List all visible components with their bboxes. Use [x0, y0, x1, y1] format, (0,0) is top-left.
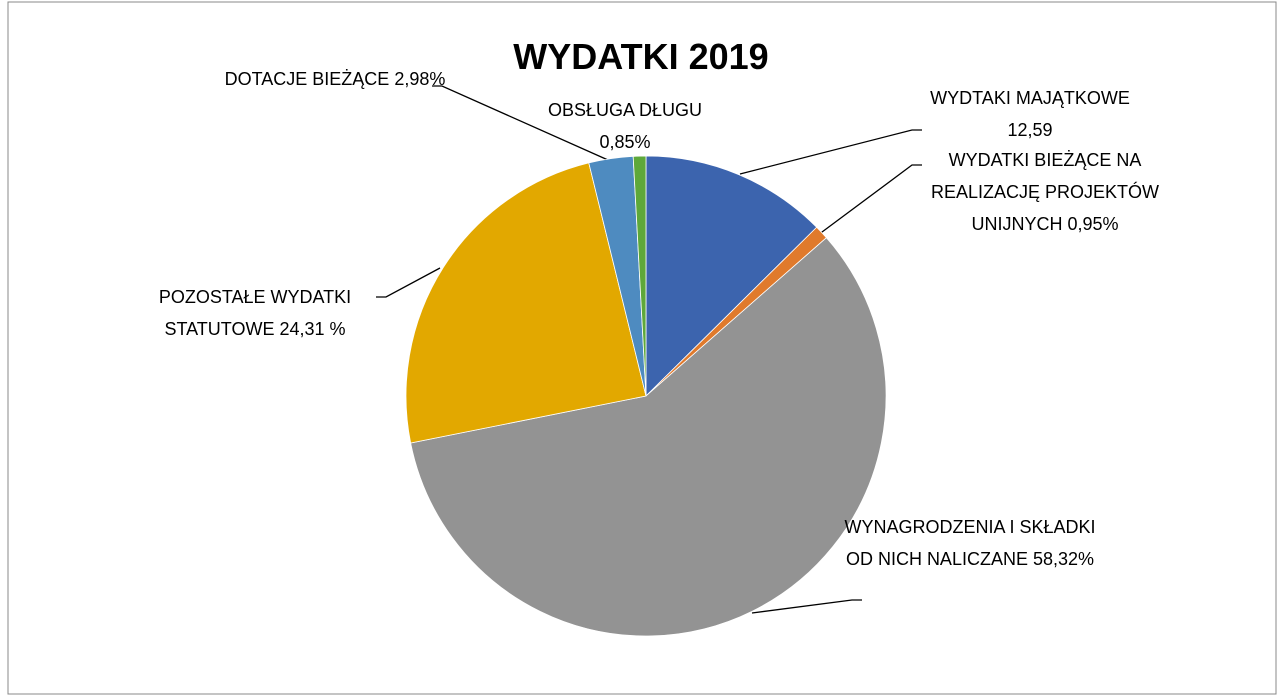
- pie-slice: [405, 162, 647, 444]
- value-label: 2,98%: [394, 69, 446, 89]
- slice-label: OBSŁUGA DŁUGU 0,85%: [535, 94, 715, 158]
- category-label: POZOSTAŁE WYDATKI STATUTOWE: [158, 287, 352, 339]
- value-label: 12,59: [1007, 120, 1053, 140]
- value-label: 0,85%: [599, 132, 651, 152]
- leader-line: [376, 267, 441, 298]
- leader-line: [751, 599, 862, 614]
- slice-label: WYDTAKI MAJĄTKOWE 12,59: [915, 82, 1145, 146]
- pie-slice: [645, 155, 818, 397]
- slice-label: DOTACJE BIEŻĄCE 2,98%: [215, 63, 455, 95]
- category-label: WYDATKI BIEŻĄCE NA REALIZACJĘ PROJEKTÓW …: [930, 150, 1160, 234]
- leader-line: [817, 164, 922, 236]
- value-label: 24,31 %: [279, 319, 346, 339]
- category-label: WYNAGRODZENIA I SKŁADKI OD NICH NALICZAN…: [844, 517, 1096, 569]
- chart-title: WYDATKI 2019: [513, 36, 769, 77]
- slice-label: WYNAGRODZENIA I SKŁADKI OD NICH NALICZAN…: [840, 511, 1100, 575]
- pie-slice: [632, 155, 647, 397]
- slice-label: WYDATKI BIEŻĄCE NA REALIZACJĘ PROJEKTÓW …: [910, 144, 1180, 240]
- leader-line: [739, 129, 922, 175]
- pie-slice: [410, 237, 887, 637]
- value-label: 58,32%: [1032, 549, 1095, 569]
- value-label: 0,95%: [1067, 214, 1119, 234]
- category-label: DOTACJE BIEŻĄCE: [224, 69, 390, 89]
- leader-line: [432, 85, 609, 161]
- slice-label: POZOSTAŁE WYDATKI STATUTOWE 24,31 %: [110, 281, 400, 345]
- category-label: WYDTAKI MAJĄTKOWE: [930, 88, 1130, 108]
- leader-lines: [376, 85, 922, 614]
- category-label: OBSŁUGA DŁUGU: [547, 100, 703, 120]
